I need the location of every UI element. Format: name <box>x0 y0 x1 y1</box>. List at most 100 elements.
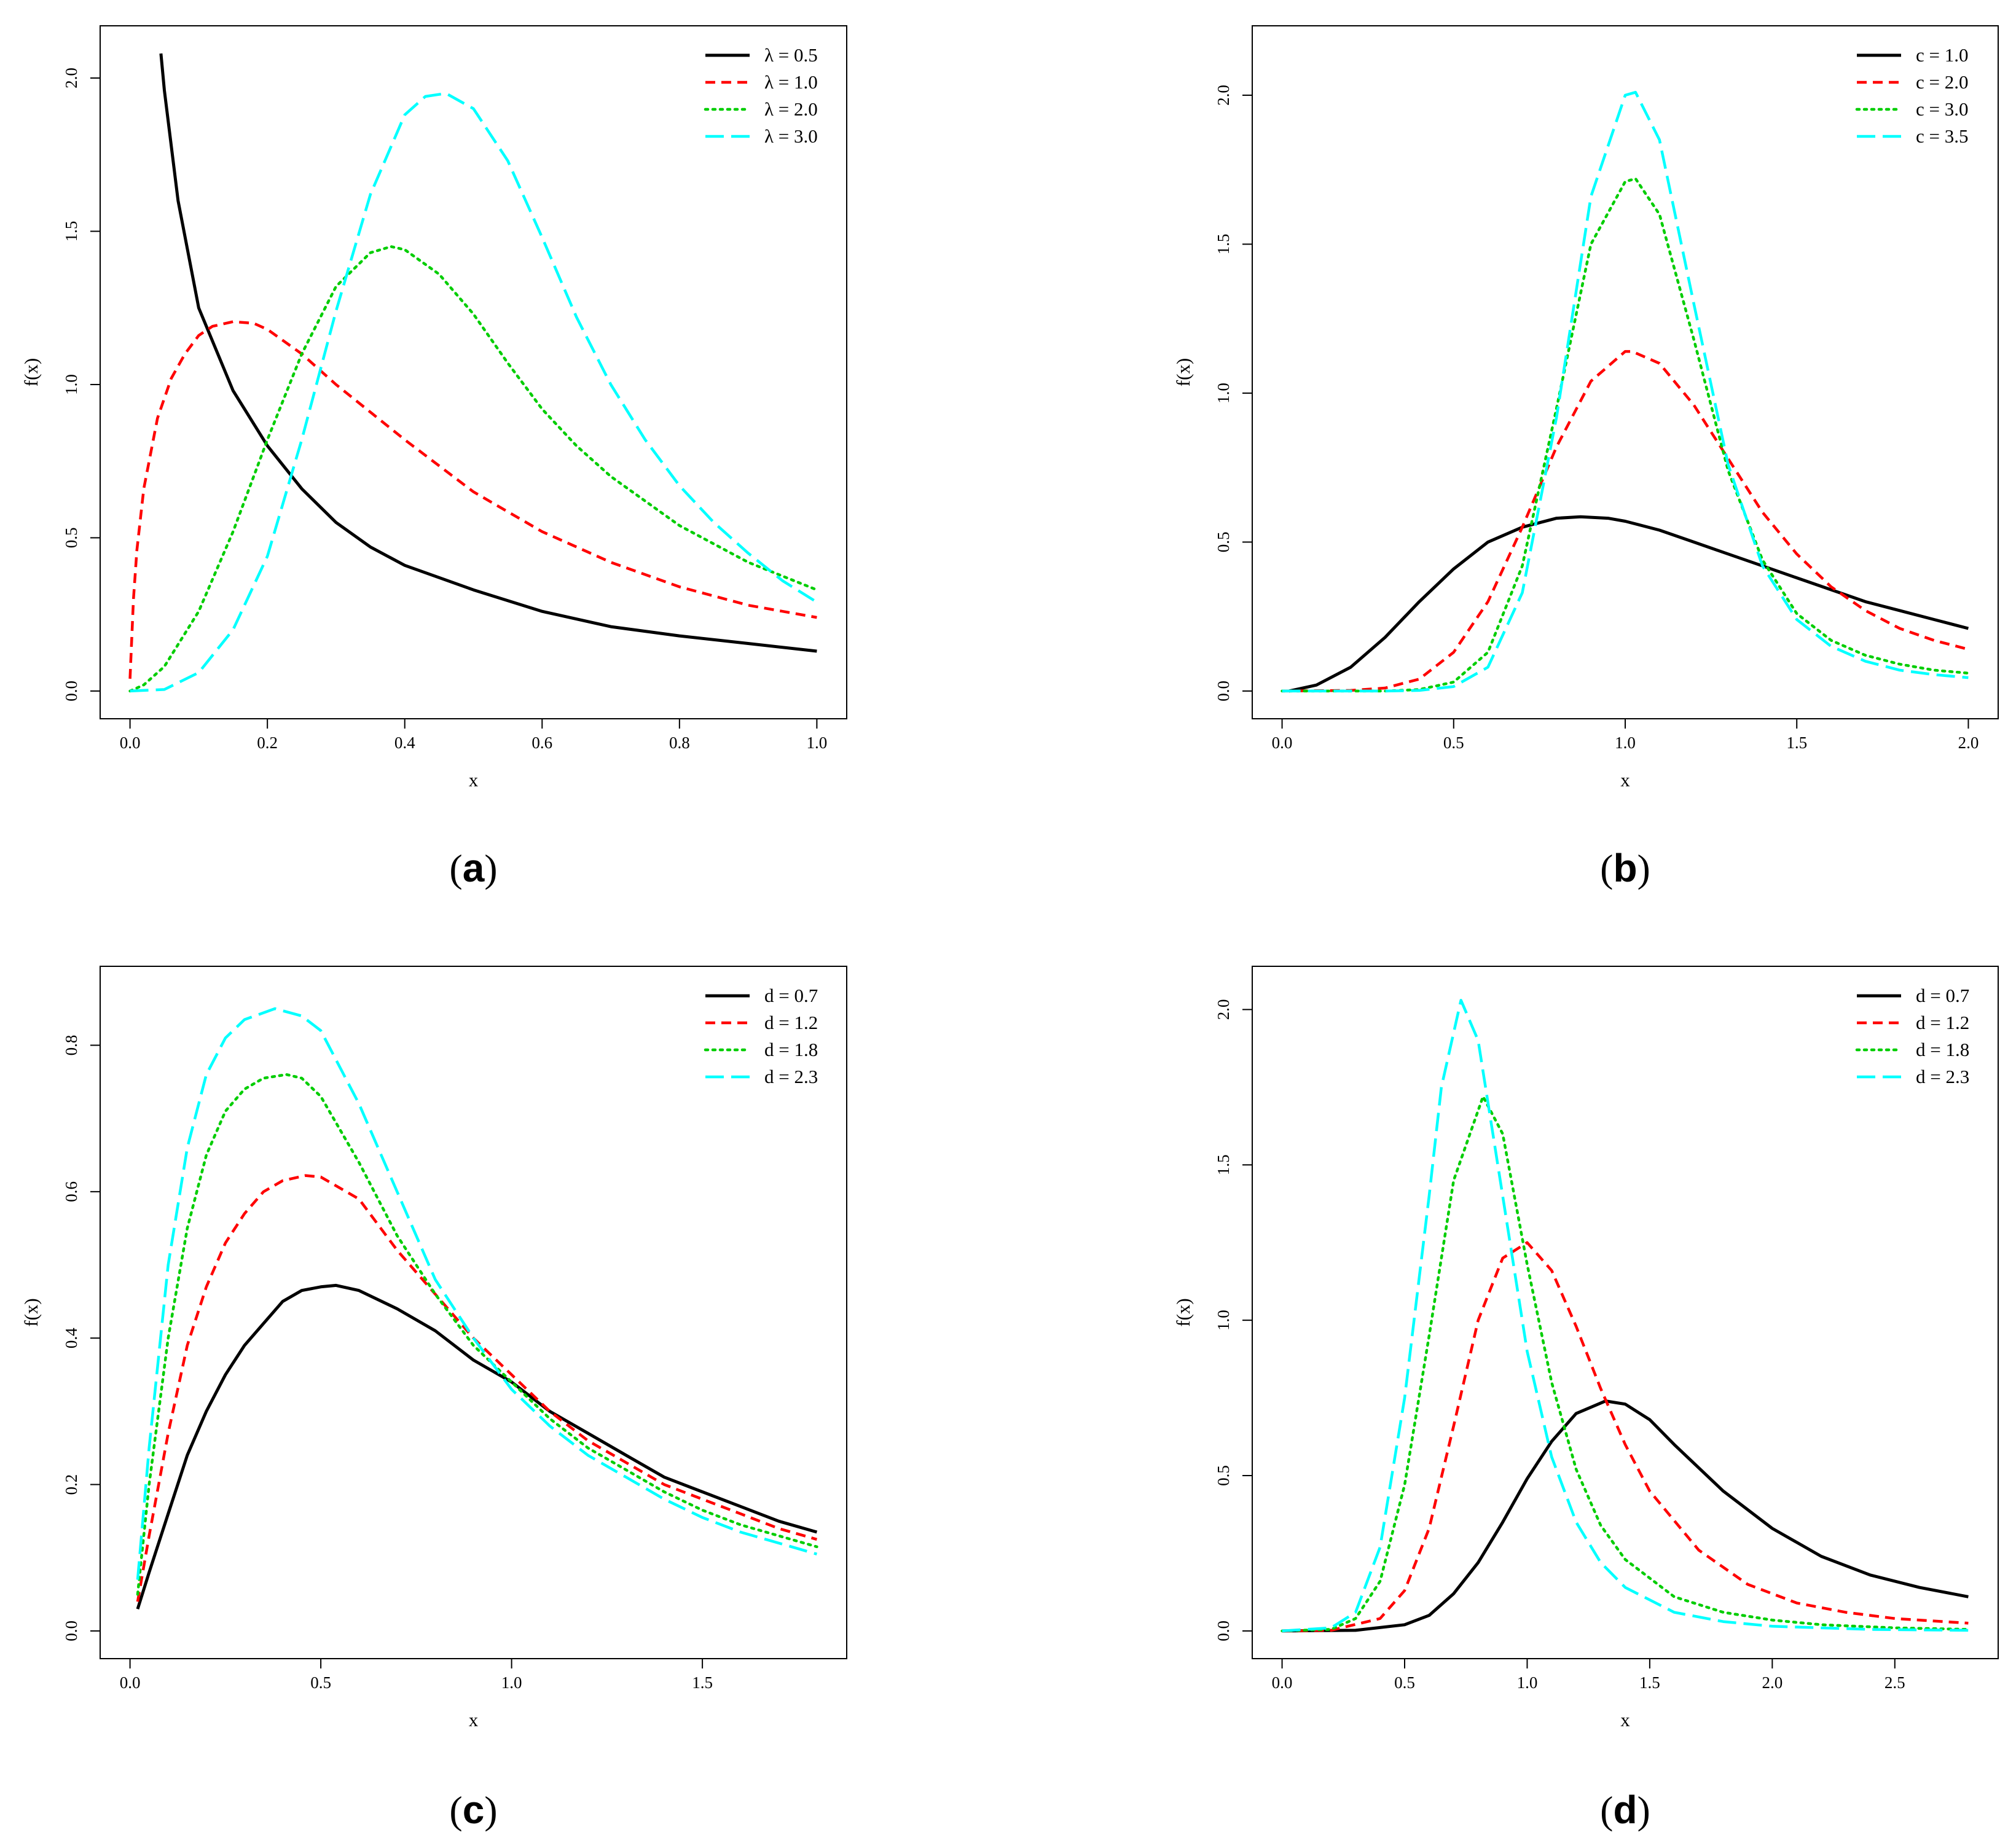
legend-label-3: d = 1.8 <box>1916 1039 1969 1060</box>
panel-label: (d) <box>1600 1788 1650 1832</box>
x-tick-label: 0.2 <box>257 733 278 752</box>
x-tick-label: 1.5 <box>692 1673 713 1692</box>
x-axis-title: x <box>469 1709 479 1731</box>
x-tick-label: 0.0 <box>1272 733 1293 752</box>
x-axis-title: x <box>469 769 479 791</box>
y-tick-label: 0.0 <box>1214 681 1233 702</box>
x-tick-label: 0.5 <box>310 1673 331 1692</box>
series-line-3 <box>128 245 818 693</box>
series-group <box>1281 998 1970 1633</box>
x-tick-label: 0.4 <box>394 733 415 752</box>
legend-label-4: d = 2.3 <box>764 1066 818 1087</box>
x-axis-title: x <box>1620 1709 1630 1731</box>
legend-label-3: λ = 2.0 <box>764 98 818 120</box>
legend-label-3: c = 3.0 <box>1916 98 1969 120</box>
x-tick-label: 0.6 <box>531 733 552 752</box>
plot-frame <box>1252 966 1999 1659</box>
x-tick-label: 2.0 <box>1958 733 1979 752</box>
series-line-1 <box>1288 515 1969 693</box>
panel-a: 0.0 0.2 0.4 0.6 0.8 1.0 0.0 0.5 1.0 1.5 2.0 x f(x) λ … <box>20 25 847 890</box>
x-tick-label: 0.0 <box>120 733 141 752</box>
legend-label-2: d = 1.2 <box>1916 1012 1969 1033</box>
legend-label-2: λ = 1.0 <box>764 71 818 93</box>
y-axis-title: f(x) <box>20 1298 42 1326</box>
x-tick-label: 0.0 <box>120 1673 141 1692</box>
y-tick-label: 2.0 <box>1214 999 1233 1020</box>
x-tick-label: 1.5 <box>1786 733 1807 752</box>
y-tick-label: 0.4 <box>62 1328 80 1348</box>
y-axis-title: f(x) <box>1172 358 1194 386</box>
y-tick-label: 0.2 <box>62 1474 80 1495</box>
plot-frame <box>100 966 847 1659</box>
series-group <box>136 1007 818 1609</box>
legend-label-2: c = 2.0 <box>1916 71 1969 93</box>
y-tick-label: 2.0 <box>1214 85 1233 106</box>
series-line-1 <box>159 53 817 653</box>
series-line-4 <box>136 1007 818 1580</box>
panel-label: (c) <box>449 1788 497 1832</box>
y-tick-label: 0.0 <box>62 681 80 702</box>
panel-d: 0.0 0.5 1.0 1.5 2.0 2.5 0.0 0.5 1.0 1.5 2.0 x f(x) d … <box>1172 966 1999 1832</box>
x-tick-label: 2.5 <box>1885 1673 1905 1692</box>
series-group <box>128 53 818 693</box>
x-axis-title: x <box>1620 769 1630 791</box>
y-tick-label: 1.5 <box>1214 1154 1233 1175</box>
series-line-4 <box>1282 90 1969 693</box>
y-tick-label: 1.0 <box>1214 1310 1233 1331</box>
y-axis-title: f(x) <box>20 358 42 386</box>
y-tick-label: 0.5 <box>1214 1465 1233 1486</box>
legend-label-4: c = 3.5 <box>1916 125 1969 147</box>
panel-label: (a) <box>449 846 497 890</box>
series-line-1 <box>136 1283 818 1609</box>
y-tick-label: 0.0 <box>62 1621 80 1641</box>
series-line-2 <box>1282 350 1969 693</box>
x-tick-label: 0.5 <box>1443 733 1464 752</box>
panel-c: 0.0 0.5 1.0 1.50.00.20.40.60.8xf(x)d = 0.7d… <box>20 966 847 1832</box>
series-line-3 <box>1281 177 1970 693</box>
y-tick-label: 2.0 <box>62 68 80 88</box>
panel-b: 0.0 0.5 1.0 1.5 2.0 0.0 0.5 1.0 1.5 2.0 x f(x) c = 1… <box>1172 25 1999 890</box>
series-line-2 <box>128 320 817 679</box>
legend-label-1: d = 0.7 <box>764 985 818 1006</box>
x-tick-label: 1.5 <box>1639 1673 1660 1692</box>
legend-label-1: λ = 0.5 <box>764 44 818 66</box>
plot-frame <box>100 25 847 719</box>
x-tick-label: 0.0 <box>1272 1673 1293 1692</box>
x-tick-label: 1.0 <box>807 733 828 752</box>
legend-label-4: d = 2.3 <box>1916 1066 1969 1087</box>
x-tick-label: 1.0 <box>1615 733 1636 752</box>
legend: d = 0.7 d = 1.2 d = 1.8 d = 2.3 <box>1855 985 1969 1087</box>
y-tick-label: 0.5 <box>1214 532 1233 553</box>
series-line-1 <box>1282 1399 1969 1633</box>
y-axis-title: f(x) <box>1172 1298 1194 1326</box>
x-tick-label: 0.8 <box>669 733 690 752</box>
legend-label-1: c = 1.0 <box>1916 44 1969 66</box>
series-group <box>1281 90 1970 693</box>
legend-label-3: d = 1.8 <box>764 1039 818 1060</box>
y-tick-label: 0.0 <box>1214 1621 1233 1641</box>
series-line-3 <box>1281 1095 1970 1633</box>
legend: c = 1.0 c = 2.0 c = 3.0 c = 3.5 <box>1855 44 1969 147</box>
series-line-4 <box>1282 998 1969 1633</box>
y-tick-label: 0.8 <box>62 1035 80 1056</box>
series-line-2 <box>1282 1241 1969 1633</box>
series-line-3 <box>136 1073 818 1596</box>
legend: d = 0.7 d = 1.2 d = 1.8 d = 2.3 <box>704 985 818 1087</box>
legend-label-4: λ = 3.0 <box>764 125 818 147</box>
legend-label-1: d = 0.7 <box>1916 985 1969 1006</box>
plot-frame <box>1252 25 1999 719</box>
x-tick-label: 0.5 <box>1394 1673 1415 1692</box>
legend-label-2: d = 1.2 <box>764 1012 818 1033</box>
series-line-4 <box>130 92 818 693</box>
legend: λ = 0.5 λ = 1.0 λ = 2.0 λ = 3.0 <box>704 44 818 147</box>
x-tick-label: 1.0 <box>501 1673 522 1692</box>
y-tick-label: 1.0 <box>62 374 80 395</box>
x-tick-label: 2.0 <box>1762 1673 1783 1692</box>
y-tick-label: 1.5 <box>62 221 80 242</box>
y-tick-label: 0.5 <box>62 528 80 549</box>
series-line-2 <box>136 1174 818 1602</box>
y-tick-label: 1.0 <box>1214 383 1233 404</box>
y-tick-label: 1.5 <box>1214 234 1233 255</box>
y-tick-label: 0.6 <box>62 1181 80 1202</box>
